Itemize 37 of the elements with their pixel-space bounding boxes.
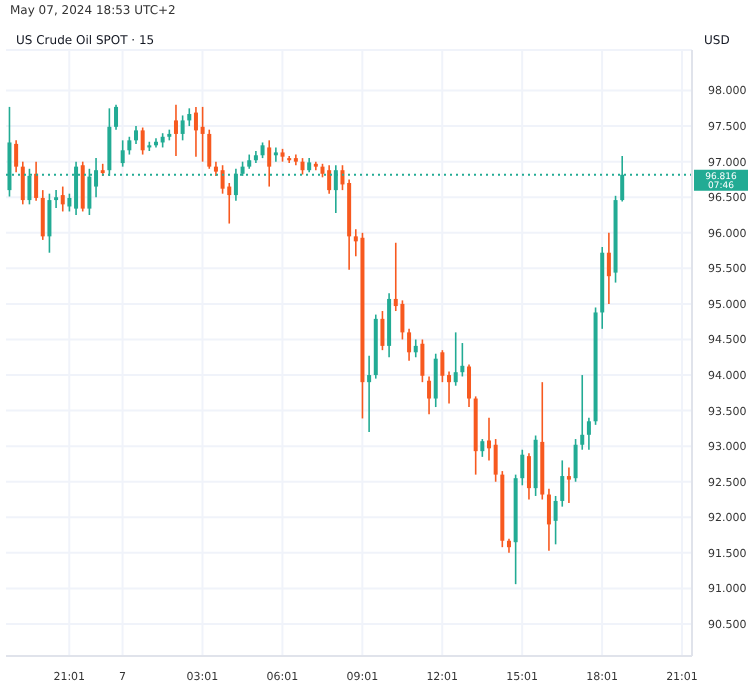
candlestick xyxy=(546,488,551,552)
candlestick xyxy=(80,160,85,213)
candlestick xyxy=(14,139,19,174)
candlestick xyxy=(380,310,385,351)
candlestick xyxy=(520,448,525,487)
candlestick xyxy=(526,452,531,501)
candlestick xyxy=(207,128,212,170)
candlestick xyxy=(467,363,472,408)
candlestick xyxy=(47,192,52,254)
candlestick xyxy=(54,189,59,209)
candlestick xyxy=(114,103,119,131)
candlestick xyxy=(440,349,445,383)
candlestick xyxy=(200,106,205,163)
candlestick xyxy=(180,114,185,142)
candlestick xyxy=(20,160,25,206)
candlestick xyxy=(387,292,392,359)
candlestick xyxy=(34,160,39,202)
candlestick xyxy=(367,355,372,433)
candlestick xyxy=(420,338,425,383)
candlestick xyxy=(60,185,65,213)
candlestick xyxy=(606,232,611,305)
candlestick xyxy=(273,146,278,163)
candlestick xyxy=(173,103,178,157)
candlestick xyxy=(407,328,412,362)
candlestick xyxy=(427,375,432,415)
candlestick xyxy=(586,416,591,451)
candlestick xyxy=(40,189,45,241)
candlestick xyxy=(566,466,571,504)
candlestick xyxy=(433,352,438,408)
candlestick xyxy=(460,342,465,378)
candlestick xyxy=(493,438,498,483)
candlestick xyxy=(193,106,198,158)
candlestick xyxy=(120,139,125,168)
candlestick xyxy=(327,164,332,195)
candlestick xyxy=(140,126,145,156)
candlestick xyxy=(267,139,272,188)
candlestick xyxy=(453,331,458,387)
